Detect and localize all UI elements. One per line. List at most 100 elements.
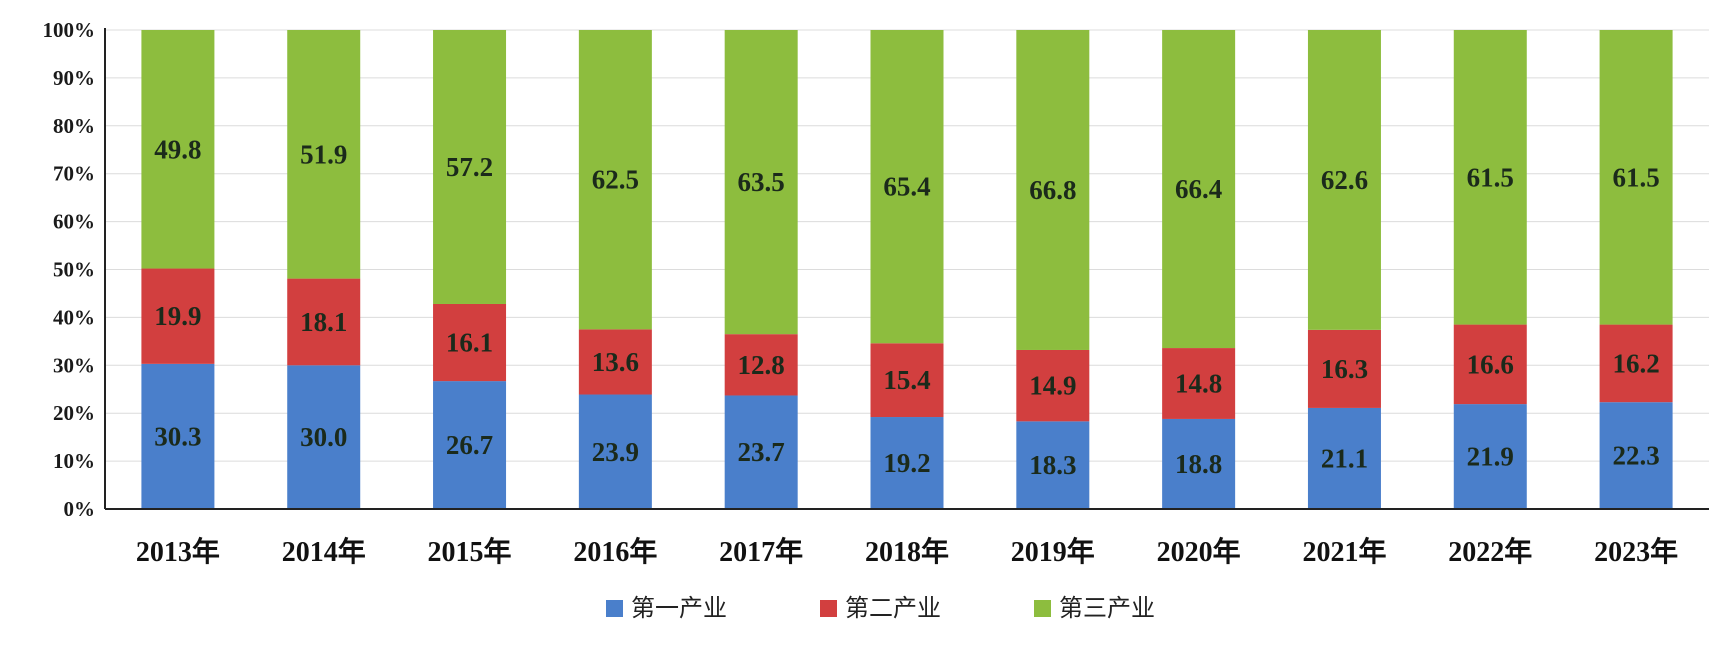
legend-swatch [1034, 600, 1051, 617]
x-tick-label: 2015年 [428, 535, 512, 568]
x-tick-label: 2021年 [1302, 535, 1386, 568]
bar-segment [1453, 30, 1527, 325]
x-tick-label: 2018年 [865, 535, 949, 568]
bar-segment [433, 30, 507, 304]
bar-segment [1307, 407, 1381, 509]
y-tick-label: 70% [53, 162, 95, 186]
bar-segment [433, 303, 507, 382]
bar-segment [141, 268, 215, 364]
legend-label: 第一产业 [631, 595, 727, 622]
data-label: 14.9 [1029, 371, 1076, 401]
bar-segment [1453, 404, 1527, 509]
y-tick-label: 0% [64, 497, 96, 521]
bar-segment [578, 329, 652, 395]
data-label: 18.1 [300, 307, 347, 337]
bar-segment [287, 365, 361, 509]
data-label: 62.6 [1321, 165, 1368, 195]
data-label: 30.3 [154, 421, 201, 451]
x-tick-label: 2023年 [1594, 535, 1678, 568]
x-tick-label: 2016年 [573, 535, 657, 568]
bar-segment [870, 30, 944, 344]
bar-segment [724, 395, 798, 509]
bar-segment [1016, 30, 1090, 350]
data-label: 61.5 [1612, 162, 1659, 192]
y-tick-label: 10% [53, 449, 95, 473]
x-tick-label: 2022年 [1448, 535, 1532, 568]
legend-swatch [606, 600, 623, 617]
y-tick-label: 20% [53, 401, 95, 425]
bar-segment [578, 30, 652, 330]
data-labels: 30.3 19.9 49.8 30.0 18.1 51.9 26.7 16.1 57.2 23.9… [154, 134, 1659, 480]
bar-segment [141, 363, 215, 509]
data-label: 66.8 [1029, 175, 1076, 205]
x-tick-label: 2019年 [1011, 535, 1095, 568]
y-tick-label: 80% [53, 114, 95, 138]
data-label: 57.2 [446, 152, 493, 182]
y-tick-label: 50% [53, 258, 95, 282]
data-label: 63.5 [738, 167, 785, 197]
bar-segment [870, 417, 944, 509]
data-label: 14.8 [1175, 369, 1222, 399]
bar-segment [1162, 348, 1236, 419]
data-label: 19.2 [883, 448, 930, 478]
bar-segment [1599, 30, 1673, 325]
legend-label: 第三产业 [1059, 595, 1155, 622]
x-tick-label: 2014年 [282, 535, 366, 568]
data-label: 66.4 [1175, 174, 1222, 204]
x-tick-label: 2017年 [719, 535, 803, 568]
data-label: 30.0 [300, 422, 347, 452]
x-tick-label: 2020年 [1157, 535, 1241, 568]
data-label: 15.4 [883, 365, 930, 395]
bar-segment [1016, 421, 1090, 509]
bar-segment [870, 343, 944, 418]
bar-segment [1307, 329, 1381, 408]
data-label: 62.5 [592, 165, 639, 195]
data-label: 16.1 [446, 328, 493, 358]
data-label: 16.3 [1321, 354, 1368, 384]
y-tick-label: 100% [43, 18, 96, 42]
axes: 0% 10% 20% 30% 40% 50% 60% 70% 80% 90% 100% 2013年 20… [43, 18, 1709, 568]
data-label: 51.9 [300, 139, 347, 169]
x-tick-label: 2013年 [136, 535, 220, 568]
data-label: 13.6 [592, 347, 639, 377]
bar-segment [1016, 349, 1090, 422]
legend-swatch [820, 600, 837, 617]
bar-segment [141, 30, 215, 269]
data-label: 26.7 [446, 430, 493, 460]
data-label: 61.5 [1467, 162, 1514, 192]
bar-segment [1307, 30, 1381, 330]
bar-segment [724, 30, 798, 335]
data-label: 21.1 [1321, 443, 1368, 473]
bar-segment [724, 334, 798, 396]
data-label: 19.9 [154, 301, 201, 331]
data-label: 21.9 [1467, 442, 1514, 472]
y-tick-label: 90% [53, 66, 95, 90]
legend: 第一产业 第二产业 第三产业 [606, 595, 1155, 622]
data-label: 18.8 [1175, 449, 1222, 479]
legend-label: 第二产业 [845, 595, 941, 622]
bar-segment [433, 381, 507, 509]
data-label: 22.3 [1612, 441, 1659, 471]
bar-segment [1162, 30, 1236, 349]
data-label: 49.8 [154, 134, 201, 164]
data-label: 23.7 [738, 437, 785, 467]
data-label: 12.8 [738, 350, 785, 380]
y-tick-label: 30% [53, 353, 95, 377]
data-label: 23.9 [592, 437, 639, 467]
y-tick-label: 60% [53, 210, 95, 234]
data-label: 65.4 [883, 172, 930, 202]
data-label: 18.3 [1029, 450, 1076, 480]
bar-segment [287, 278, 361, 366]
bar-segment [1599, 324, 1673, 403]
data-label: 16.6 [1467, 349, 1514, 379]
bar-segment [578, 394, 652, 509]
bar-segment [287, 30, 361, 279]
data-label: 16.2 [1612, 348, 1659, 378]
bars [141, 30, 1673, 509]
bar-segment [1599, 402, 1673, 509]
bar-segment [1453, 324, 1527, 405]
y-tick-label: 40% [53, 305, 95, 329]
bar-segment [1162, 418, 1236, 509]
